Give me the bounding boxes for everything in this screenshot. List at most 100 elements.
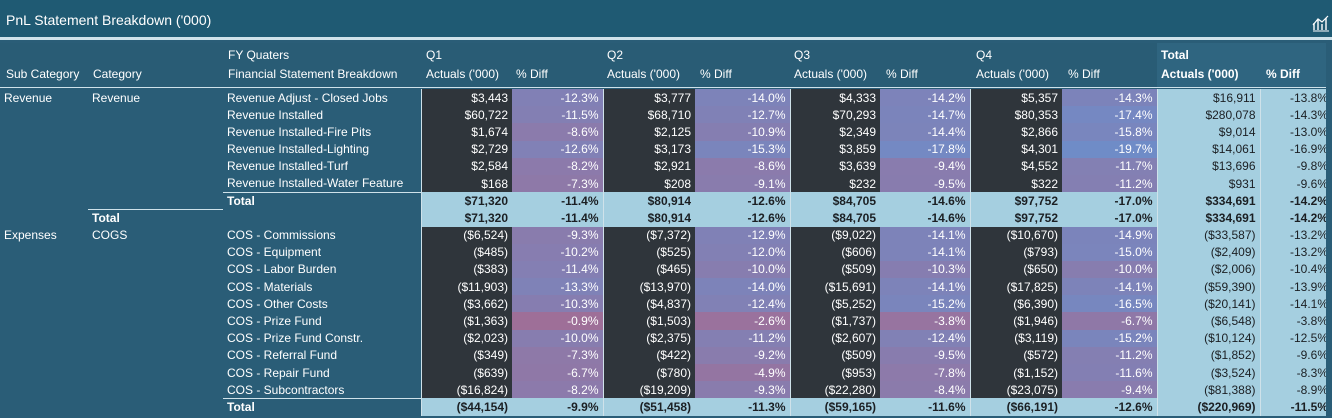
category-cell[interactable] (88, 347, 223, 364)
q2-actuals-cell[interactable]: ($465) (602, 260, 695, 279)
table-row[interactable]: Revenue Installed $60,722 -11.5% $68,710 -12… (0, 106, 1332, 124)
q3-actuals-cell[interactable]: ($9,022) (789, 226, 880, 244)
category-cell[interactable] (88, 192, 223, 209)
sub-category-cell[interactable] (0, 278, 88, 295)
q4-pct-cell[interactable]: -15.0% (1062, 243, 1157, 261)
q4-actuals-cell[interactable]: ($1,946) (969, 312, 1062, 330)
q2-pct-cell[interactable]: -9.3% (695, 381, 790, 399)
category-cell[interactable] (88, 312, 223, 329)
q4-actuals-cell[interactable]: $4,301 (969, 140, 1062, 158)
sub-category-cell[interactable] (0, 398, 88, 415)
total-actuals-cell[interactable]: ($2,409) (1156, 243, 1260, 261)
q1-actuals-cell[interactable]: ($639) (420, 364, 512, 382)
header-q1-actuals[interactable]: Actuals ('000) (426, 67, 499, 81)
breakdown-cell[interactable]: COS - Materials (227, 279, 313, 294)
category-cell[interactable] (88, 330, 223, 347)
table-row[interactable]: Revenue Installed-Turf $2,584 -8.2% $2,921-… (0, 157, 1332, 175)
total-pct-cell[interactable]: -13.2% (1259, 226, 1332, 244)
q4-actuals-cell[interactable]: $5,357 (969, 89, 1062, 107)
q3-actuals-cell[interactable]: ($606) (789, 243, 880, 261)
q3-actuals-cell[interactable]: ($22,280) (789, 381, 880, 399)
header-q1-pct[interactable]: % Diff (516, 67, 548, 81)
total-actuals-cell[interactable]: ($6,548) (1156, 312, 1260, 330)
q4-pct-cell[interactable]: -17.4% (1062, 106, 1157, 124)
q1-pct-cell[interactable]: -9.9% (512, 398, 603, 416)
sub-category-cell[interactable] (0, 295, 88, 312)
q4-pct-cell[interactable]: -19.7% (1062, 140, 1157, 158)
total-pct-cell[interactable]: -9.8% (1259, 157, 1332, 175)
table-row[interactable]: COS - Repair Fund ($639) -6.7% ($780) -4.9% (… (0, 364, 1332, 382)
header-category[interactable]: Category (93, 67, 142, 81)
q4-actuals-cell[interactable]: ($1,152) (969, 364, 1062, 382)
q2-pct-cell[interactable]: -11.3% (695, 398, 790, 416)
category-cell[interactable] (88, 141, 223, 158)
sub-category-cell[interactable] (0, 381, 88, 398)
q1-actuals-cell[interactable]: $3,443 (420, 89, 512, 107)
q1-actuals-cell[interactable]: ($2,023) (420, 329, 512, 347)
q2-actuals-cell[interactable]: ($422) (602, 346, 695, 364)
breakdown-cell[interactable]: COS - Other Costs (227, 296, 328, 311)
q2-pct-cell[interactable]: -4.9% (695, 364, 790, 382)
q2-pct-cell[interactable]: -10.0% (695, 260, 790, 279)
q3-pct-cell[interactable]: -14.4% (880, 123, 970, 141)
q1-actuals-cell[interactable]: ($1,363) (420, 312, 512, 330)
q3-actuals-cell[interactable]: ($509) (789, 260, 880, 279)
header-fy-quarters[interactable]: FY Quaters (228, 48, 290, 62)
total-pct-cell[interactable]: -13.0% (1259, 123, 1332, 141)
q1-actuals-cell[interactable]: ($3,662) (420, 295, 512, 313)
q4-pct-cell[interactable]: -11.2% (1062, 346, 1157, 364)
total-actuals-cell[interactable]: ($20,141) (1156, 295, 1260, 313)
breakdown-cell[interactable]: COS - Repair Fund (227, 365, 330, 380)
total-pct-cell[interactable]: -8.9% (1259, 381, 1332, 399)
q2-actuals-cell[interactable]: $68,710 (602, 106, 695, 124)
q2-pct-cell[interactable]: -9.1% (695, 174, 790, 193)
q1-pct-cell[interactable]: -0.9% (512, 312, 603, 330)
q1-pct-cell[interactable]: -10.0% (512, 329, 603, 347)
category-cell[interactable] (88, 175, 223, 192)
total-pct-cell[interactable]: -13.9% (1259, 278, 1332, 296)
q3-pct-cell[interactable]: -14.1% (880, 226, 970, 244)
matrix-visual[interactable]: Sub Category Category FY Quaters Financi… (0, 43, 1332, 418)
category-cell[interactable] (88, 364, 223, 381)
total-actuals-cell[interactable]: $334,691 (1156, 192, 1260, 210)
q1-actuals-cell[interactable]: ($11,903) (420, 278, 512, 296)
q2-actuals-cell[interactable]: ($780) (602, 364, 695, 382)
q2-actuals-cell[interactable]: ($19,209) (602, 381, 695, 399)
header-total-pct[interactable]: % Diff (1266, 67, 1300, 81)
q4-actuals-cell[interactable]: $322 (969, 174, 1062, 193)
header-total-actuals[interactable]: Actuals ('000) (1161, 67, 1239, 81)
breakdown-cell[interactable]: COS - Prize Fund Constr. (227, 331, 364, 346)
q1-actuals-cell[interactable]: $168 (420, 174, 512, 193)
table-row[interactable]: Revenue Revenue Revenue Adjust - Closed Jo… (0, 89, 1332, 107)
q1-actuals-cell[interactable]: ($485) (420, 243, 512, 261)
breakdown-cell[interactable]: COS - Equipment (227, 245, 322, 260)
total-pct-cell[interactable]: -14.2% (1259, 192, 1332, 210)
header-q2-actuals[interactable]: Actuals ('000) (607, 67, 680, 81)
q2-actuals-cell[interactable]: ($1,503) (602, 312, 695, 330)
q1-actuals-cell[interactable]: $60,722 (420, 106, 512, 124)
q1-pct-cell[interactable]: -6.7% (512, 364, 603, 382)
total-actuals-cell[interactable]: ($1,852) (1156, 346, 1260, 364)
q2-actuals-cell[interactable]: ($51,458) (602, 398, 695, 416)
q1-actuals-cell[interactable]: ($16,824) (420, 381, 512, 399)
q3-pct-cell[interactable]: -9.5% (880, 174, 970, 193)
q3-actuals-cell[interactable]: ($15,691) (789, 278, 880, 296)
q1-pct-cell[interactable]: -12.3% (512, 89, 603, 107)
category-cell[interactable]: COGS (92, 228, 128, 243)
total-actuals-cell[interactable]: ($220,969) (1156, 398, 1260, 416)
q4-actuals-cell[interactable]: ($572) (969, 346, 1062, 364)
total-actuals-cell[interactable]: ($2,006) (1156, 260, 1260, 279)
total-pct-cell[interactable]: -3.8% (1259, 312, 1332, 330)
q3-actuals-cell[interactable]: $3,639 (789, 157, 880, 175)
q3-actuals-cell[interactable]: $2,349 (789, 123, 880, 141)
q4-pct-cell[interactable]: -6.7% (1062, 312, 1157, 330)
q2-actuals-cell[interactable]: $80,914 (602, 209, 695, 227)
q1-actuals-cell[interactable]: $71,320 (420, 192, 512, 210)
total-actuals-cell[interactable]: ($33,587) (1156, 226, 1260, 244)
q1-pct-cell[interactable]: -13.3% (512, 278, 603, 296)
category-cell[interactable] (88, 381, 223, 398)
q1-actuals-cell[interactable]: $71,320 (420, 209, 512, 227)
header-q2-pct[interactable]: % Diff (700, 67, 732, 81)
sub-category-cell[interactable]: Expenses (4, 228, 57, 243)
category-cell[interactable] (88, 398, 223, 415)
